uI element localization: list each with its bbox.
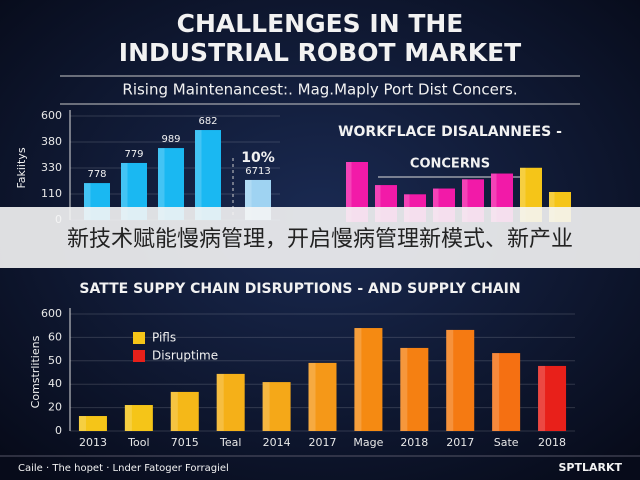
x-tick-label: Tool	[127, 436, 149, 449]
bar-highlight	[245, 179, 252, 220]
y-tick-label: 60	[48, 330, 62, 343]
legend-label: Disruptime	[152, 349, 218, 363]
y-tick-label: 600	[41, 307, 62, 320]
title-line: CHALLENGES IN THE	[177, 9, 464, 38]
bar-highlight	[84, 183, 91, 220]
x-tick-label: 2013	[79, 436, 107, 449]
x-tick-label: Teal	[219, 436, 241, 449]
y-tick-label: 600	[41, 109, 62, 122]
bar-highlight	[308, 362, 316, 431]
bar-highlight	[538, 365, 546, 431]
bar	[262, 382, 291, 431]
footer-right: SPTLARKT	[558, 461, 622, 474]
y-tick-label: 330	[41, 161, 62, 174]
bar	[400, 347, 429, 431]
x-tick-label: Sate	[494, 436, 519, 449]
data-label: 779	[124, 149, 143, 160]
x-tick-label: 7015	[171, 436, 199, 449]
y-tick-label: 20	[48, 401, 62, 414]
bar-highlight	[354, 328, 362, 431]
bar-highlight	[170, 391, 178, 431]
x-tick-label: 2018	[400, 436, 428, 449]
bar-highlight	[400, 347, 408, 431]
bar-highlight	[375, 185, 381, 222]
bar-highlight	[124, 405, 132, 431]
legend-label: Pifls	[152, 331, 176, 345]
annotation: 10%	[241, 150, 275, 166]
banner	[0, 207, 640, 268]
bar	[170, 391, 199, 431]
bar	[446, 329, 475, 431]
bar	[195, 130, 221, 220]
legend-swatch	[133, 350, 145, 362]
chart-title: SATTE SUPPY CHAIN DISRUPTIONS - AND SUPP…	[79, 281, 520, 297]
y-tick-label: 0	[55, 424, 62, 437]
bar	[216, 373, 245, 431]
bar	[78, 416, 107, 431]
bar-highlight	[433, 188, 439, 222]
data-label: 989	[161, 134, 180, 145]
bar-highlight	[262, 382, 270, 431]
bar-highlight	[492, 353, 500, 431]
bar-highlight	[520, 167, 526, 222]
bar-highlight	[346, 162, 352, 222]
x-tick-label: 2018	[538, 436, 566, 449]
subtitle: Rising Maintenancest:. Mag.Maply Port Di…	[122, 81, 517, 99]
banner-text: 新技术赋能慢病管理，开启慢病管理新模式、新产业	[67, 227, 573, 252]
bar-highlight	[158, 148, 165, 220]
x-tick-label: Mage	[353, 436, 383, 449]
title-line: INDUSTRIAL ROBOT MARKET	[119, 38, 521, 67]
y-tick-label: 110	[41, 187, 62, 200]
data-label: 682	[198, 116, 217, 127]
legend-swatch	[133, 332, 145, 344]
bar	[354, 328, 383, 431]
y-tick-label: 380	[41, 135, 62, 148]
data-label: 778	[87, 169, 106, 180]
bar-highlight	[491, 173, 497, 222]
bar	[308, 362, 337, 431]
chart-subtitle: CONCERNS	[410, 157, 490, 172]
data-label: 6713	[245, 166, 270, 177]
bar-highlight	[446, 329, 454, 431]
x-tick-label: 2017	[446, 436, 474, 449]
y-axis-label: Comstrlitiens	[29, 335, 42, 408]
bar	[538, 365, 567, 431]
bar	[492, 353, 521, 431]
y-tick-label: 40	[48, 377, 62, 390]
bar-highlight	[216, 373, 224, 431]
bar-highlight	[462, 179, 468, 222]
bar-highlight	[195, 130, 202, 220]
bar	[124, 405, 153, 431]
bar-highlight	[121, 162, 128, 220]
y-tick-label: 50	[48, 354, 62, 367]
footer-left: Caile · The hopet · Lnder Fatoger Forrag…	[18, 463, 229, 474]
x-tick-label: 2017	[309, 436, 337, 449]
bar-highlight	[78, 416, 86, 431]
y-axis-label: Fakiitys	[15, 147, 28, 188]
chart-title: WORKFLACE DISALANNEES -	[338, 124, 562, 140]
x-tick-label: 2014	[263, 436, 291, 449]
